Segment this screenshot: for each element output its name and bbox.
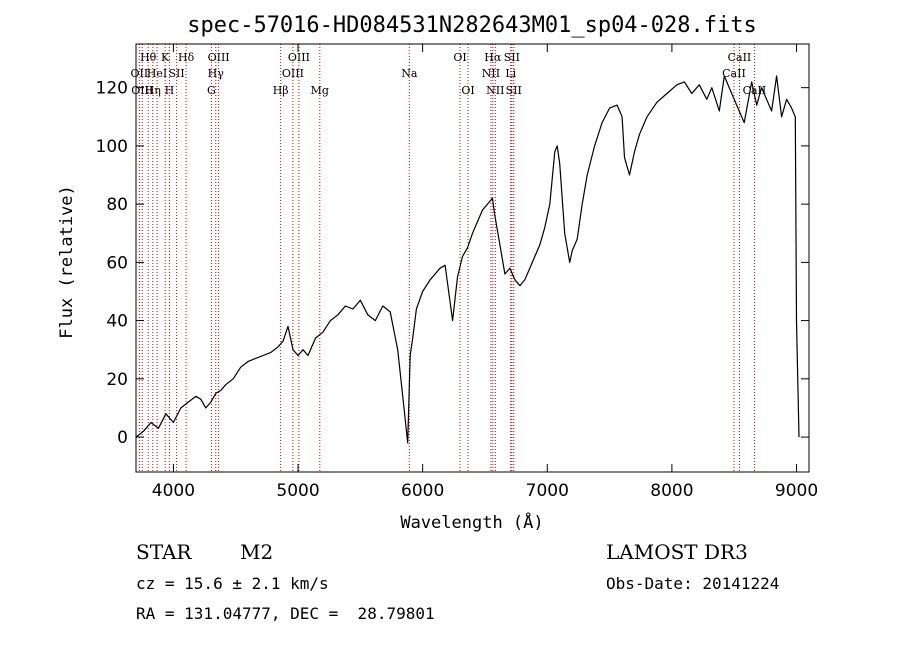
emission-line-label: SII (504, 51, 520, 64)
emission-line-labels: OIIOIIIHθHηHeIKHSIIHδGHγOIIIHβOIIIOIIIMg… (131, 51, 767, 97)
emission-line-label: HeI (147, 67, 167, 80)
plot-frame (135, 43, 810, 473)
object-type: STAR (136, 540, 192, 564)
survey-name: LAMOST DR3 (606, 540, 748, 564)
emission-line-label: Mg (311, 84, 329, 97)
x-tick-label: 6000 (401, 481, 444, 501)
emission-line-label: Li (505, 67, 516, 80)
x-tick-label: 7000 (526, 481, 569, 501)
y-tick-label: 0 (117, 428, 128, 448)
emission-line-label: CaII (728, 51, 752, 64)
y-tick-label: 20 (106, 370, 128, 390)
emission-line-label: Hδ (178, 51, 195, 64)
y-tick-label: 80 (106, 195, 128, 215)
emission-line-label: OIII (288, 51, 310, 64)
emission-line-label: OIII (208, 51, 230, 64)
emission-line-label: H (165, 84, 175, 97)
x-tick-label: 8000 (650, 481, 693, 501)
emission-line-label: Hγ (208, 67, 225, 80)
emission-line-label: K (161, 51, 170, 64)
observation-date: Obs-Date: 20141224 (606, 574, 780, 593)
redshift-cz: cz = 15.6 ± 2.1 km/s (136, 574, 329, 593)
emission-line-label: OI (461, 84, 474, 97)
x-axis-ticks: 4000 5000 6000 7000 8000 9000 (152, 44, 818, 501)
y-axis-label: Flux (relative) (57, 185, 77, 339)
x-axis-label: Wavelength (Å) (400, 511, 543, 533)
emission-line-markers (138, 44, 755, 472)
emission-line-label: Hη (145, 84, 161, 97)
emission-line-label: OII (131, 67, 149, 80)
x-tick-label: 9000 (775, 481, 818, 501)
emission-line-label: OIII (282, 67, 304, 80)
y-tick-label: 100 (96, 137, 128, 157)
emission-line-label: CaII (722, 67, 746, 80)
spectrum-series (135, 75, 800, 444)
y-tick-label: 120 (96, 79, 128, 99)
chart-title: spec-57016-HD084531N282643M01_sp04-028.f… (187, 13, 757, 38)
emission-line-label: G (207, 84, 216, 97)
emission-line-label: Hα (484, 51, 502, 64)
emission-line-label: OI (453, 51, 466, 64)
x-tick-label: 5000 (276, 481, 319, 501)
spectral-subclass: M2 (240, 540, 274, 564)
spectrum-line (135, 75, 800, 444)
x-tick-label: 4000 (152, 481, 195, 501)
y-tick-label: 40 (106, 312, 128, 332)
emission-line-label: Na (401, 67, 418, 80)
ra-dec-coordinates: RA = 131.04777, DEC = 28.79801 (136, 604, 435, 623)
emission-line-label: NII (486, 84, 504, 97)
y-tick-label: 60 (106, 253, 128, 273)
emission-line-label: SII (506, 84, 522, 97)
emission-line-label: NII (482, 67, 500, 80)
emission-line-label: Hθ (140, 51, 157, 64)
y-axis-ticks: 0 20 40 60 80 100 120 (96, 79, 809, 448)
emission-line-label: Hβ (273, 84, 289, 97)
emission-line-label: SII (169, 67, 185, 80)
